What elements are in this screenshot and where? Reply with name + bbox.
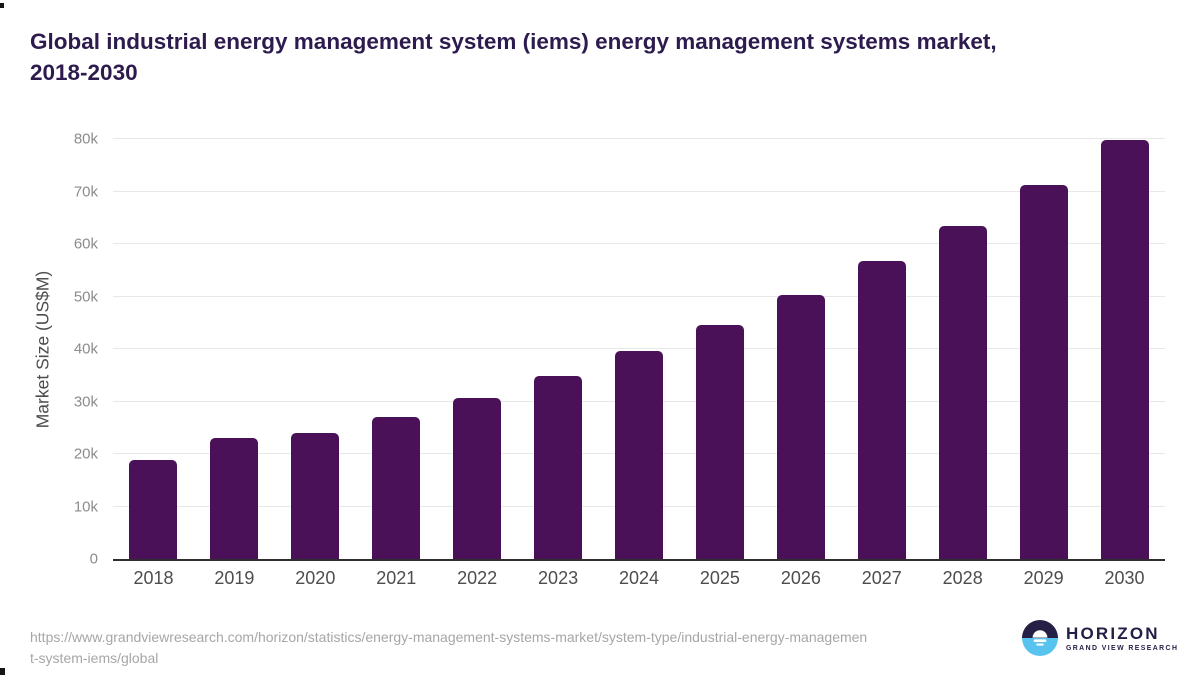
chart-title: Global industrial energy management syst…	[30, 26, 1180, 88]
bar-slot-2019	[194, 139, 275, 559]
bar-2025	[695, 324, 744, 559]
x-tick-2020: 2020	[295, 568, 336, 588]
horizon-logo: HORIZON GRAND VIEW RESEARCH	[1022, 620, 1178, 656]
bar-2023	[534, 375, 583, 559]
bar-slot-2022	[437, 139, 518, 559]
x-tick-2023: 2023	[538, 568, 579, 588]
corner-artifact-top-left	[0, 3, 4, 8]
x-axis-baseline	[113, 558, 1165, 561]
bar-slot-2024	[599, 139, 680, 559]
source-url-line1: https://www.grandviewresearch.com/horizo…	[30, 629, 868, 645]
bar-slot-2029	[1003, 139, 1084, 559]
plot-area	[113, 138, 1165, 561]
y-tick-40k: 40k	[73, 340, 98, 358]
x-tick-2029: 2029	[1023, 568, 1064, 588]
y-tick-0: 0	[89, 550, 98, 568]
y-tick-20k: 20k	[73, 445, 98, 463]
bar-slot-2021	[356, 139, 437, 559]
bar-slot-2027	[841, 139, 922, 559]
bar-2024	[614, 351, 663, 559]
logo-text: HORIZON GRAND VIEW RESEARCH	[1066, 625, 1178, 652]
bar-2027	[857, 260, 906, 559]
bar-2021	[372, 416, 421, 559]
source-url-line2: t-system-iems/global	[30, 649, 159, 666]
gridline-60k	[113, 243, 1165, 244]
bar-series	[113, 139, 1165, 559]
chart-title-line2: 2018-2030	[30, 60, 138, 85]
logo-brand-name: HORIZON	[1066, 623, 1160, 643]
x-tick-2027: 2027	[861, 568, 902, 588]
bar-slot-2020	[275, 139, 356, 559]
bar-slot-2025	[679, 139, 760, 559]
y-tick-60k: 60k	[73, 235, 98, 253]
bar-2018	[129, 460, 178, 559]
bar-2029	[1019, 184, 1068, 559]
horizon-sunset-icon	[1022, 620, 1058, 656]
y-tick-50k: 50k	[73, 288, 98, 305]
y-tick-80k: 80k	[73, 130, 98, 148]
x-tick-2028: 2028	[942, 568, 983, 588]
x-tick-2022: 2022	[457, 568, 498, 588]
bar-2026	[776, 294, 825, 559]
y-axis-ticks: 0 10k 20k 30k 40k 50k 60k 70k 80k	[40, 131, 98, 568]
bar-2019	[210, 438, 259, 559]
chart-title-line1: Global industrial energy management syst…	[30, 29, 997, 54]
gridline-80k	[113, 138, 1165, 139]
bar-2030	[1100, 139, 1149, 559]
bar-2022	[453, 398, 502, 559]
y-tick-10k: 10k	[73, 498, 98, 515]
bar-2028	[938, 225, 987, 559]
bar-slot-2028	[922, 139, 1003, 559]
gridline-70k	[113, 190, 1165, 192]
corner-artifact-bottom-left	[0, 668, 5, 675]
bar-2020	[291, 433, 340, 559]
x-tick-2021: 2021	[376, 568, 417, 588]
y-tick-70k: 70k	[73, 183, 98, 200]
bar-slot-2023	[518, 139, 599, 559]
gridline-40k	[113, 348, 1165, 349]
bar-slot-2030	[1084, 139, 1165, 559]
x-tick-2018: 2018	[133, 568, 174, 588]
bar-slot-2018	[113, 139, 194, 559]
x-tick-2019: 2019	[214, 568, 255, 588]
source-url: https://www.grandviewresearch.com/horizo…	[30, 627, 990, 668]
gridline-50k	[113, 295, 1165, 297]
x-tick-2030: 2030	[1104, 568, 1145, 588]
x-axis-ticks: 2018 2019 2020 2021 2022 2023 2024 2025 2026 2027…	[113, 568, 1165, 589]
y-tick-30k: 30k	[73, 393, 98, 410]
x-tick-2025: 2025	[699, 568, 740, 588]
x-tick-2024: 2024	[618, 568, 660, 588]
bar-slot-2026	[760, 139, 841, 559]
x-tick-2026: 2026	[780, 568, 821, 588]
logo-tagline: GRAND VIEW RESEARCH	[1066, 644, 1179, 652]
